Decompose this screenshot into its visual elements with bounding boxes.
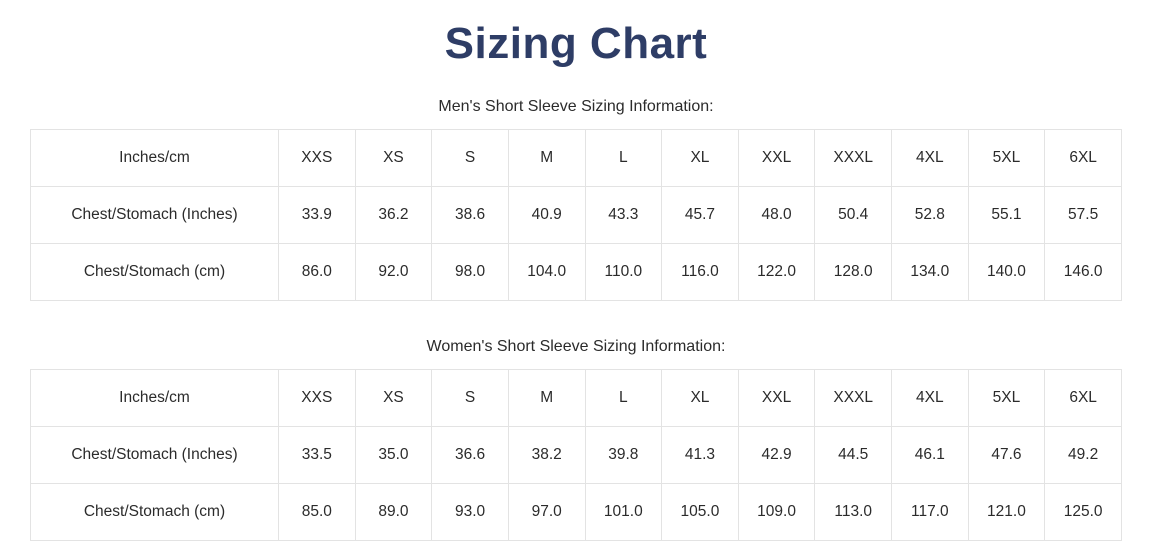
mens-sizing-table: Inches/cm XXS XS S M L XL XXL XXXL 4XL 5XL 6XL Ches… xyxy=(30,129,1122,301)
size-value-cell: 146.0 xyxy=(1044,243,1122,301)
table-row: Chest/Stomach (cm) 85.0 89.0 93.0 97.0 101.0 1… xyxy=(30,483,1122,541)
size-value-cell: 47.6 xyxy=(967,426,1046,484)
column-header-s: S xyxy=(431,369,509,427)
column-header-m: M xyxy=(507,129,586,187)
size-value-cell: 39.8 xyxy=(584,426,663,484)
row-label: Chest/Stomach (cm) xyxy=(30,243,279,301)
column-header-xl: XL xyxy=(661,129,739,187)
size-value-cell: 104.0 xyxy=(507,243,586,301)
column-header-l: L xyxy=(584,369,663,427)
womens-table-caption: Women's Short Sleeve Sizing Information: xyxy=(426,338,726,355)
column-header-xxs: XXS xyxy=(278,369,356,427)
row-label: Chest/Stomach (cm) xyxy=(30,483,279,541)
column-header-units: Inches/cm xyxy=(30,129,279,187)
row-label: Chest/Stomach (Inches) xyxy=(30,186,279,244)
size-value-cell: 36.6 xyxy=(431,426,509,484)
column-header-6xl: 6XL xyxy=(1044,129,1122,187)
column-header-units: Inches/cm xyxy=(30,369,279,427)
header-row: Inches/cm XXS XS S M L XL XXL XXXL 4XL 5XL 6XL xyxy=(30,369,1122,427)
size-value-cell: 134.0 xyxy=(891,243,969,301)
size-value-cell: 140.0 xyxy=(967,243,1046,301)
header-row: Inches/cm XXS XS S M L XL XXL XXXL 4XL 5XL 6XL xyxy=(30,129,1122,187)
table-row: Chest/Stomach (Inches) 33.9 36.2 38.6 40.9 43… xyxy=(30,186,1122,244)
size-value-cell: 35.0 xyxy=(354,426,433,484)
size-value-cell: 42.9 xyxy=(737,426,816,484)
table-row: Chest/Stomach (Inches) 33.5 35.0 36.6 38.2 39… xyxy=(30,426,1122,484)
size-value-cell: 98.0 xyxy=(431,243,509,301)
womens-sizing-table: Inches/cm XXS XS S M L XL XXL XXXL 4XL 5XL 6XL Ches… xyxy=(30,369,1122,541)
size-value-cell: 40.9 xyxy=(507,186,586,244)
column-header-xxl: XXL xyxy=(737,369,816,427)
mens-table-caption: Men's Short Sleeve Sizing Information: xyxy=(438,98,714,115)
size-value-cell: 52.8 xyxy=(891,186,969,244)
size-value-cell: 122.0 xyxy=(737,243,816,301)
size-value-cell: 46.1 xyxy=(891,426,969,484)
column-header-s: S xyxy=(431,129,509,187)
column-header-5xl: 5XL xyxy=(967,369,1046,427)
size-value-cell: 38.2 xyxy=(507,426,586,484)
size-value-cell: 38.6 xyxy=(431,186,509,244)
size-value-cell: 109.0 xyxy=(737,483,816,541)
size-value-cell: 49.2 xyxy=(1044,426,1122,484)
size-value-cell: 55.1 xyxy=(967,186,1046,244)
table-row: Chest/Stomach (cm) 86.0 92.0 98.0 104.0 110.0… xyxy=(30,243,1122,301)
column-header-xxxl: XXXL xyxy=(814,129,892,187)
size-value-cell: 121.0 xyxy=(967,483,1046,541)
size-value-cell: 48.0 xyxy=(737,186,816,244)
size-value-cell: 110.0 xyxy=(584,243,663,301)
size-value-cell: 86.0 xyxy=(278,243,356,301)
size-value-cell: 128.0 xyxy=(814,243,892,301)
size-value-cell: 33.9 xyxy=(278,186,356,244)
size-value-cell: 125.0 xyxy=(1044,483,1122,541)
column-header-xxs: XXS xyxy=(278,129,356,187)
column-header-xxxl: XXXL xyxy=(814,369,892,427)
size-value-cell: 33.5 xyxy=(278,426,356,484)
size-value-cell: 113.0 xyxy=(814,483,892,541)
size-value-cell: 50.4 xyxy=(814,186,892,244)
page-title: Sizing Chart xyxy=(444,19,708,68)
column-header-4xl: 4XL xyxy=(891,129,969,187)
size-value-cell: 105.0 xyxy=(661,483,739,541)
column-header-xxl: XXL xyxy=(737,129,816,187)
column-header-l: L xyxy=(584,129,663,187)
size-value-cell: 45.7 xyxy=(661,186,739,244)
column-header-5xl: 5XL xyxy=(967,129,1046,187)
column-header-xs: XS xyxy=(354,369,433,427)
column-header-xl: XL xyxy=(661,369,739,427)
row-label: Chest/Stomach (Inches) xyxy=(30,426,279,484)
column-header-xs: XS xyxy=(354,129,433,187)
size-value-cell: 57.5 xyxy=(1044,186,1122,244)
size-value-cell: 117.0 xyxy=(891,483,969,541)
size-value-cell: 36.2 xyxy=(354,186,433,244)
size-value-cell: 93.0 xyxy=(431,483,509,541)
size-value-cell: 116.0 xyxy=(661,243,739,301)
size-value-cell: 41.3 xyxy=(661,426,739,484)
column-header-6xl: 6XL xyxy=(1044,369,1122,427)
size-value-cell: 43.3 xyxy=(584,186,663,244)
size-value-cell: 85.0 xyxy=(278,483,356,541)
size-value-cell: 44.5 xyxy=(814,426,892,484)
size-value-cell: 92.0 xyxy=(354,243,433,301)
column-header-m: M xyxy=(507,369,586,427)
column-header-4xl: 4XL xyxy=(891,369,969,427)
